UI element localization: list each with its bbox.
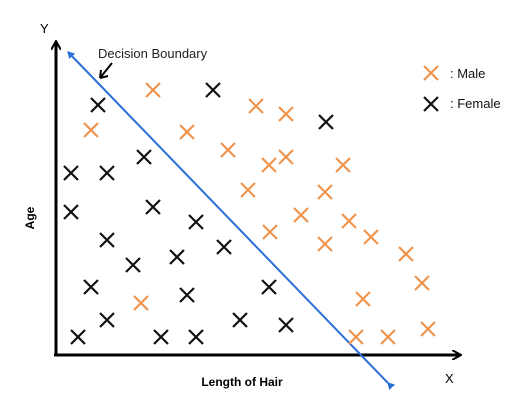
male-point-marker xyxy=(318,185,332,199)
female-point-marker xyxy=(189,330,203,344)
male-point-marker xyxy=(241,183,255,197)
male-point-marker xyxy=(399,247,413,261)
female-point-marker xyxy=(100,166,114,180)
female-point-marker xyxy=(64,205,78,219)
legend-male-label: : Male xyxy=(450,66,485,81)
female-point-marker xyxy=(180,288,194,302)
male-point-marker xyxy=(318,237,332,251)
male-point-marker xyxy=(249,99,263,113)
legend-female-marker xyxy=(424,97,438,111)
female-point-marker xyxy=(319,115,333,129)
female-point-marker xyxy=(146,200,160,214)
male-point-marker xyxy=(279,150,293,164)
y-axis-letter: Y xyxy=(40,21,49,36)
legend-male-marker xyxy=(424,66,438,80)
male-point-marker xyxy=(415,276,429,290)
female-point-marker xyxy=(217,240,231,254)
legend-female-label: : Female xyxy=(450,96,501,111)
legend: : Male : Female xyxy=(424,66,501,111)
female-point-marker xyxy=(100,313,114,327)
female-point-marker xyxy=(189,215,203,229)
female-point-marker xyxy=(233,313,247,327)
male-point-marker xyxy=(221,143,235,157)
female-point-marker xyxy=(262,280,276,294)
female-point-marker xyxy=(170,250,184,264)
male-point-marker xyxy=(336,158,350,172)
male-point-marker xyxy=(294,208,308,222)
male-point-marker xyxy=(146,83,160,97)
male-point-marker xyxy=(349,330,363,344)
data-points xyxy=(64,83,435,344)
female-point-marker xyxy=(84,280,98,294)
female-point-marker xyxy=(137,150,151,164)
male-point-marker xyxy=(381,330,395,344)
female-point-marker xyxy=(126,258,140,272)
x-axis-letter: X xyxy=(445,371,454,386)
x-axis-title: Length of Hair xyxy=(201,375,283,389)
male-point-marker xyxy=(364,230,378,244)
female-point-marker xyxy=(91,98,105,112)
female-point-marker xyxy=(279,318,293,332)
male-point-marker xyxy=(262,158,276,172)
y-axis-title: Age xyxy=(23,206,37,229)
female-point-marker xyxy=(100,233,114,247)
male-point-marker xyxy=(134,296,148,310)
male-point-marker xyxy=(421,322,435,336)
female-point-marker xyxy=(64,166,78,180)
decision-boundary-line xyxy=(68,52,388,383)
male-point-marker xyxy=(180,125,194,139)
male-point-marker xyxy=(279,107,293,121)
male-point-marker xyxy=(356,292,370,306)
male-point-marker xyxy=(342,214,356,228)
decision-boundary-label: Decision Boundary xyxy=(98,46,208,61)
male-point-marker xyxy=(263,225,277,239)
annotation-arrow xyxy=(100,63,112,78)
male-point-marker xyxy=(84,123,98,137)
female-point-marker xyxy=(71,330,85,344)
female-point-marker xyxy=(154,330,168,344)
female-point-marker xyxy=(206,83,220,97)
